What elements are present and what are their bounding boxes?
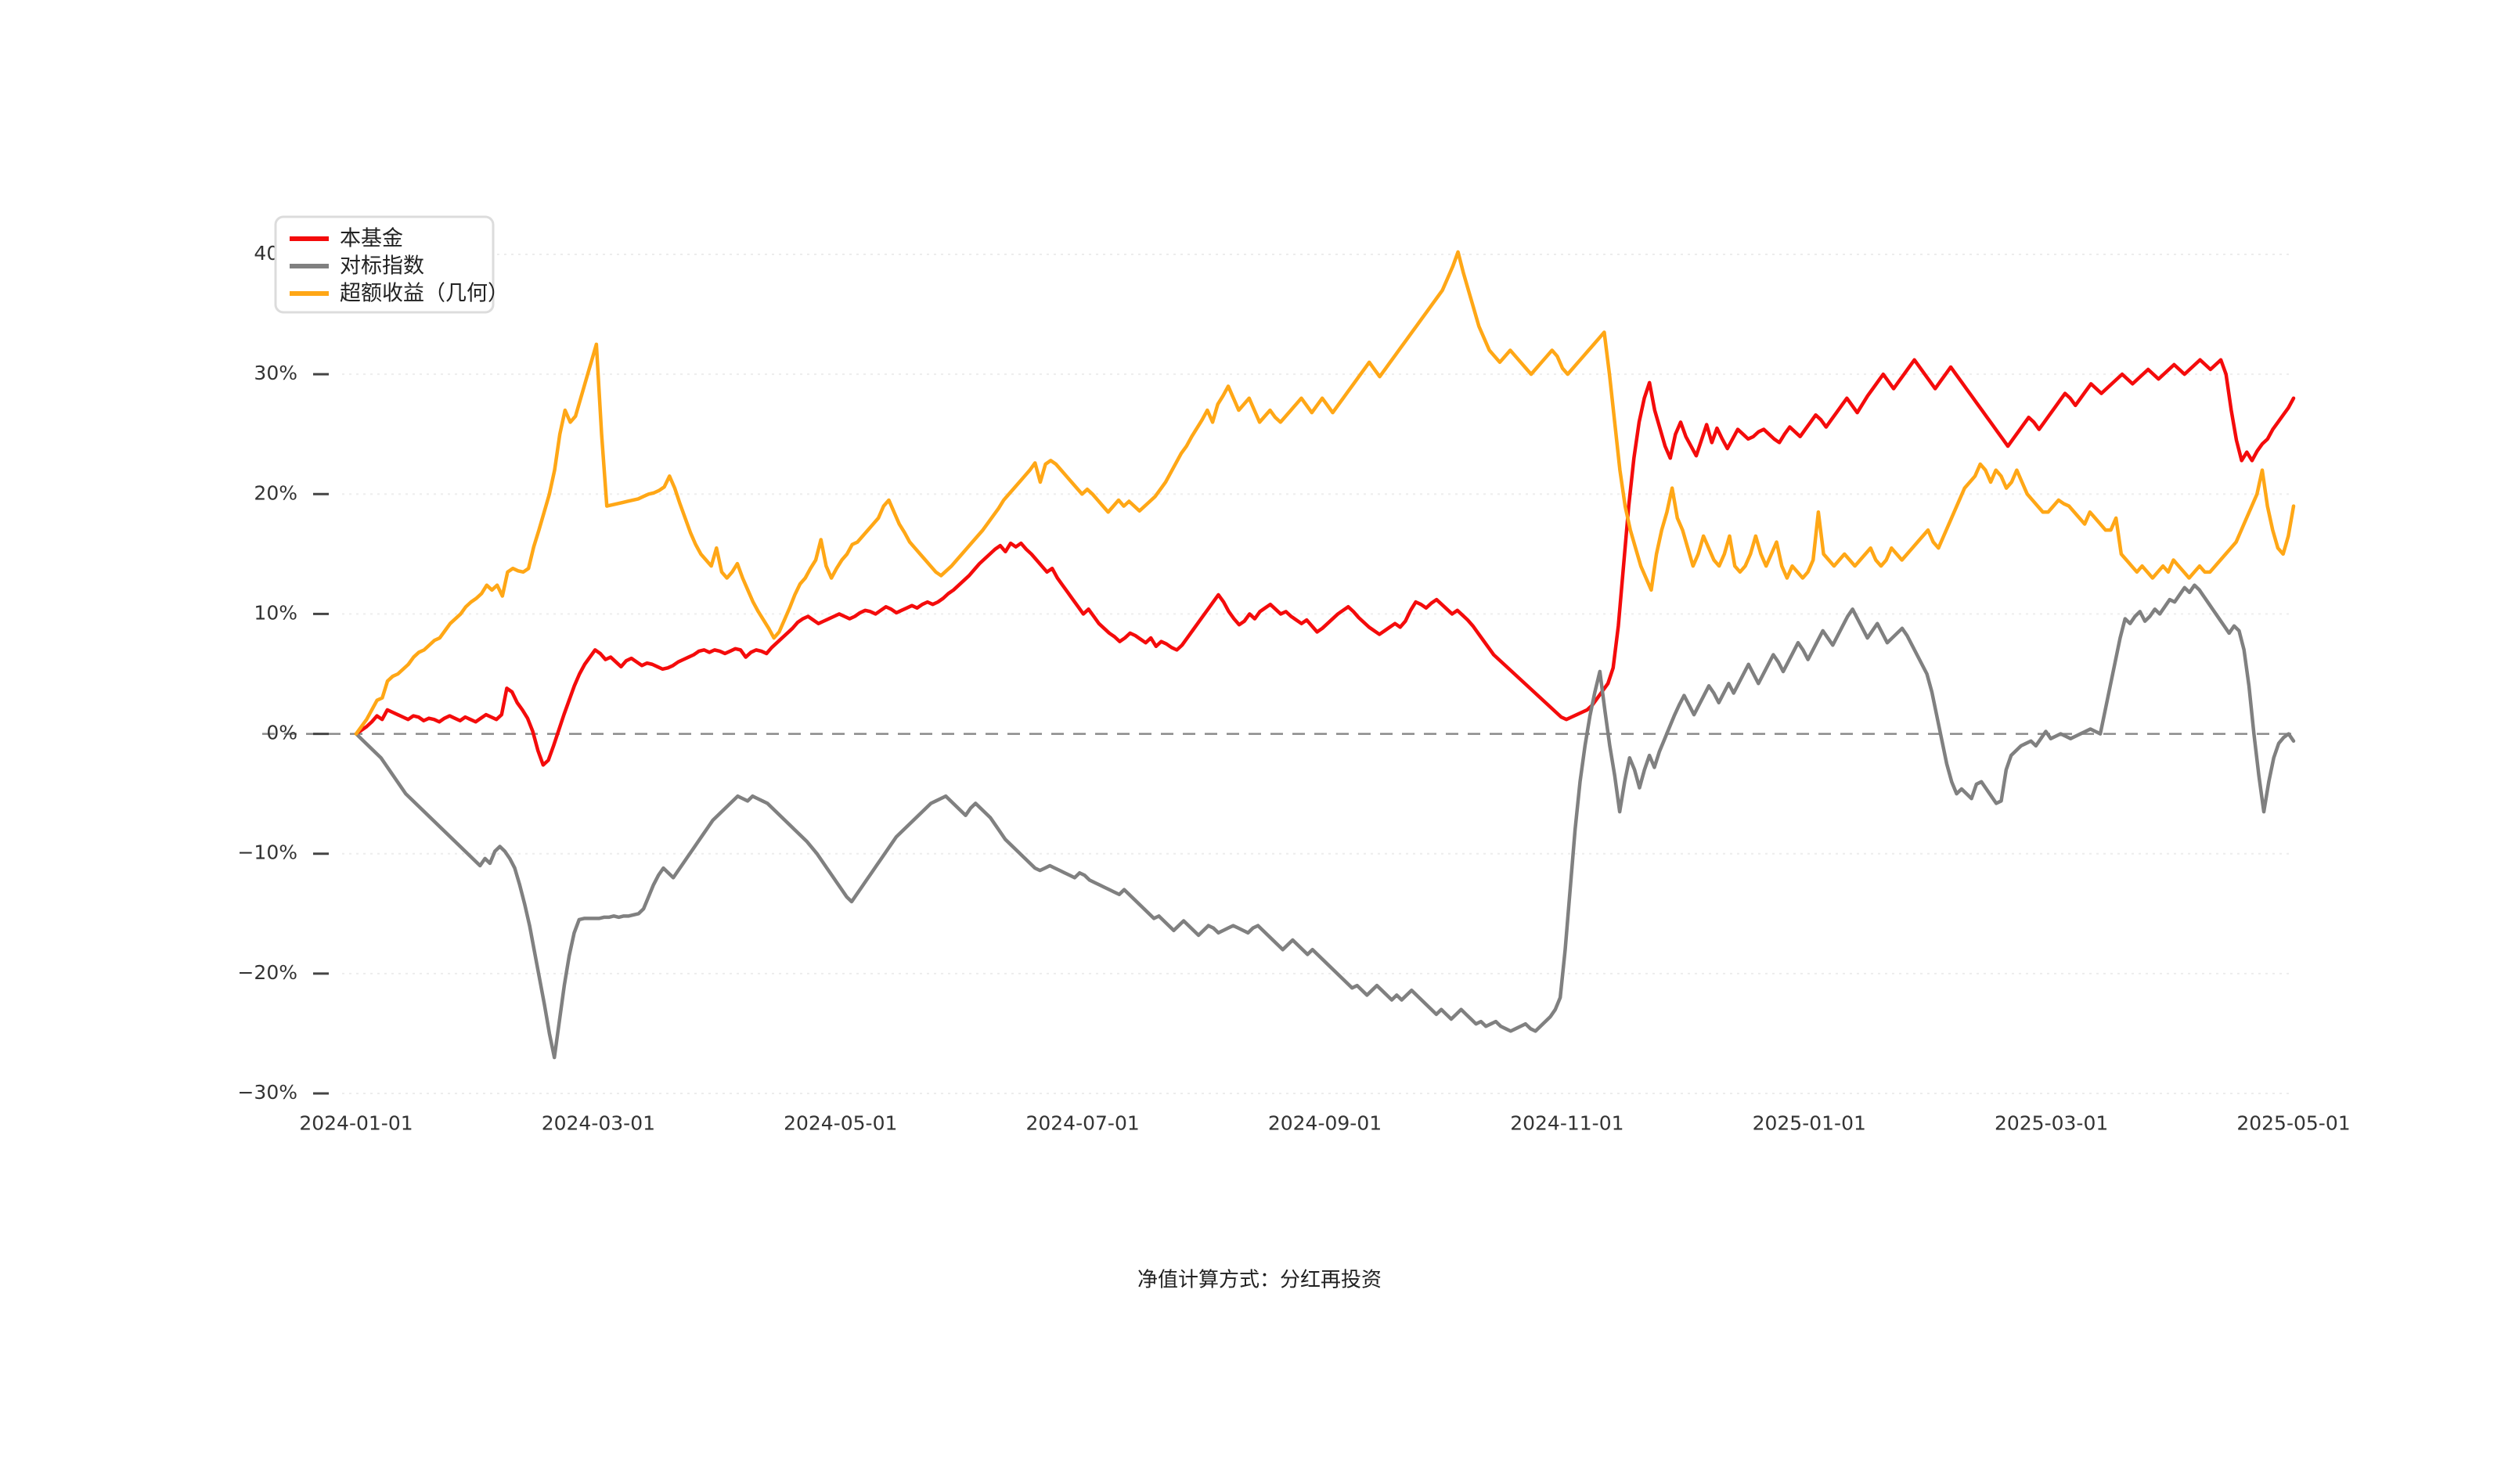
x-tick-label: 2024-09-01 <box>1268 1111 1382 1134</box>
y-axis-labels: 40%30%20%10%0%−10%−20%−30% <box>237 242 297 1104</box>
y-tick-label: −10% <box>237 841 297 864</box>
y-tick-label: −30% <box>237 1081 297 1104</box>
x-tick-label: 2024-07-01 <box>1025 1111 1139 1134</box>
x-tick-label: 2024-01-01 <box>299 1111 413 1134</box>
data-series <box>354 250 2296 1060</box>
y-tick-label: 0% <box>266 722 297 744</box>
x-axis-labels: 2024-01-01 2024-03-01 2024-05-01 2024-07-01… <box>299 1111 2350 1134</box>
legend-label-1: 对标指数 <box>340 254 424 279</box>
y-tick-label: 10% <box>254 601 297 624</box>
legend-label-0: 本基金 <box>340 227 403 251</box>
series-line-benchmark <box>354 583 2296 1060</box>
x-tick-label: 2025-01-01 <box>1753 1111 1866 1134</box>
legend-box <box>274 215 495 314</box>
x-tick-label: 2024-03-01 <box>542 1111 655 1134</box>
series-line-fund <box>354 358 2296 767</box>
y-tick-label: 30% <box>254 362 297 384</box>
y-tick-label: −20% <box>237 961 297 984</box>
x-tick-label: 2024-11-01 <box>1510 1111 1623 1134</box>
footnote: 净值计算方式：分红再投资 <box>1137 1269 1382 1292</box>
y-tick-label: 20% <box>254 481 297 504</box>
x-tick-label: 2024-05-01 <box>784 1111 897 1134</box>
series-line-excess <box>354 250 2296 736</box>
y-axis-tick-marks <box>313 253 329 1095</box>
legend-label-2: 超额收益（几何） <box>340 282 509 306</box>
gridlines <box>342 254 2294 1094</box>
x-tick-label: 2025-05-01 <box>2236 1111 2350 1134</box>
x-tick-label: 2025-03-01 <box>1995 1111 2108 1134</box>
